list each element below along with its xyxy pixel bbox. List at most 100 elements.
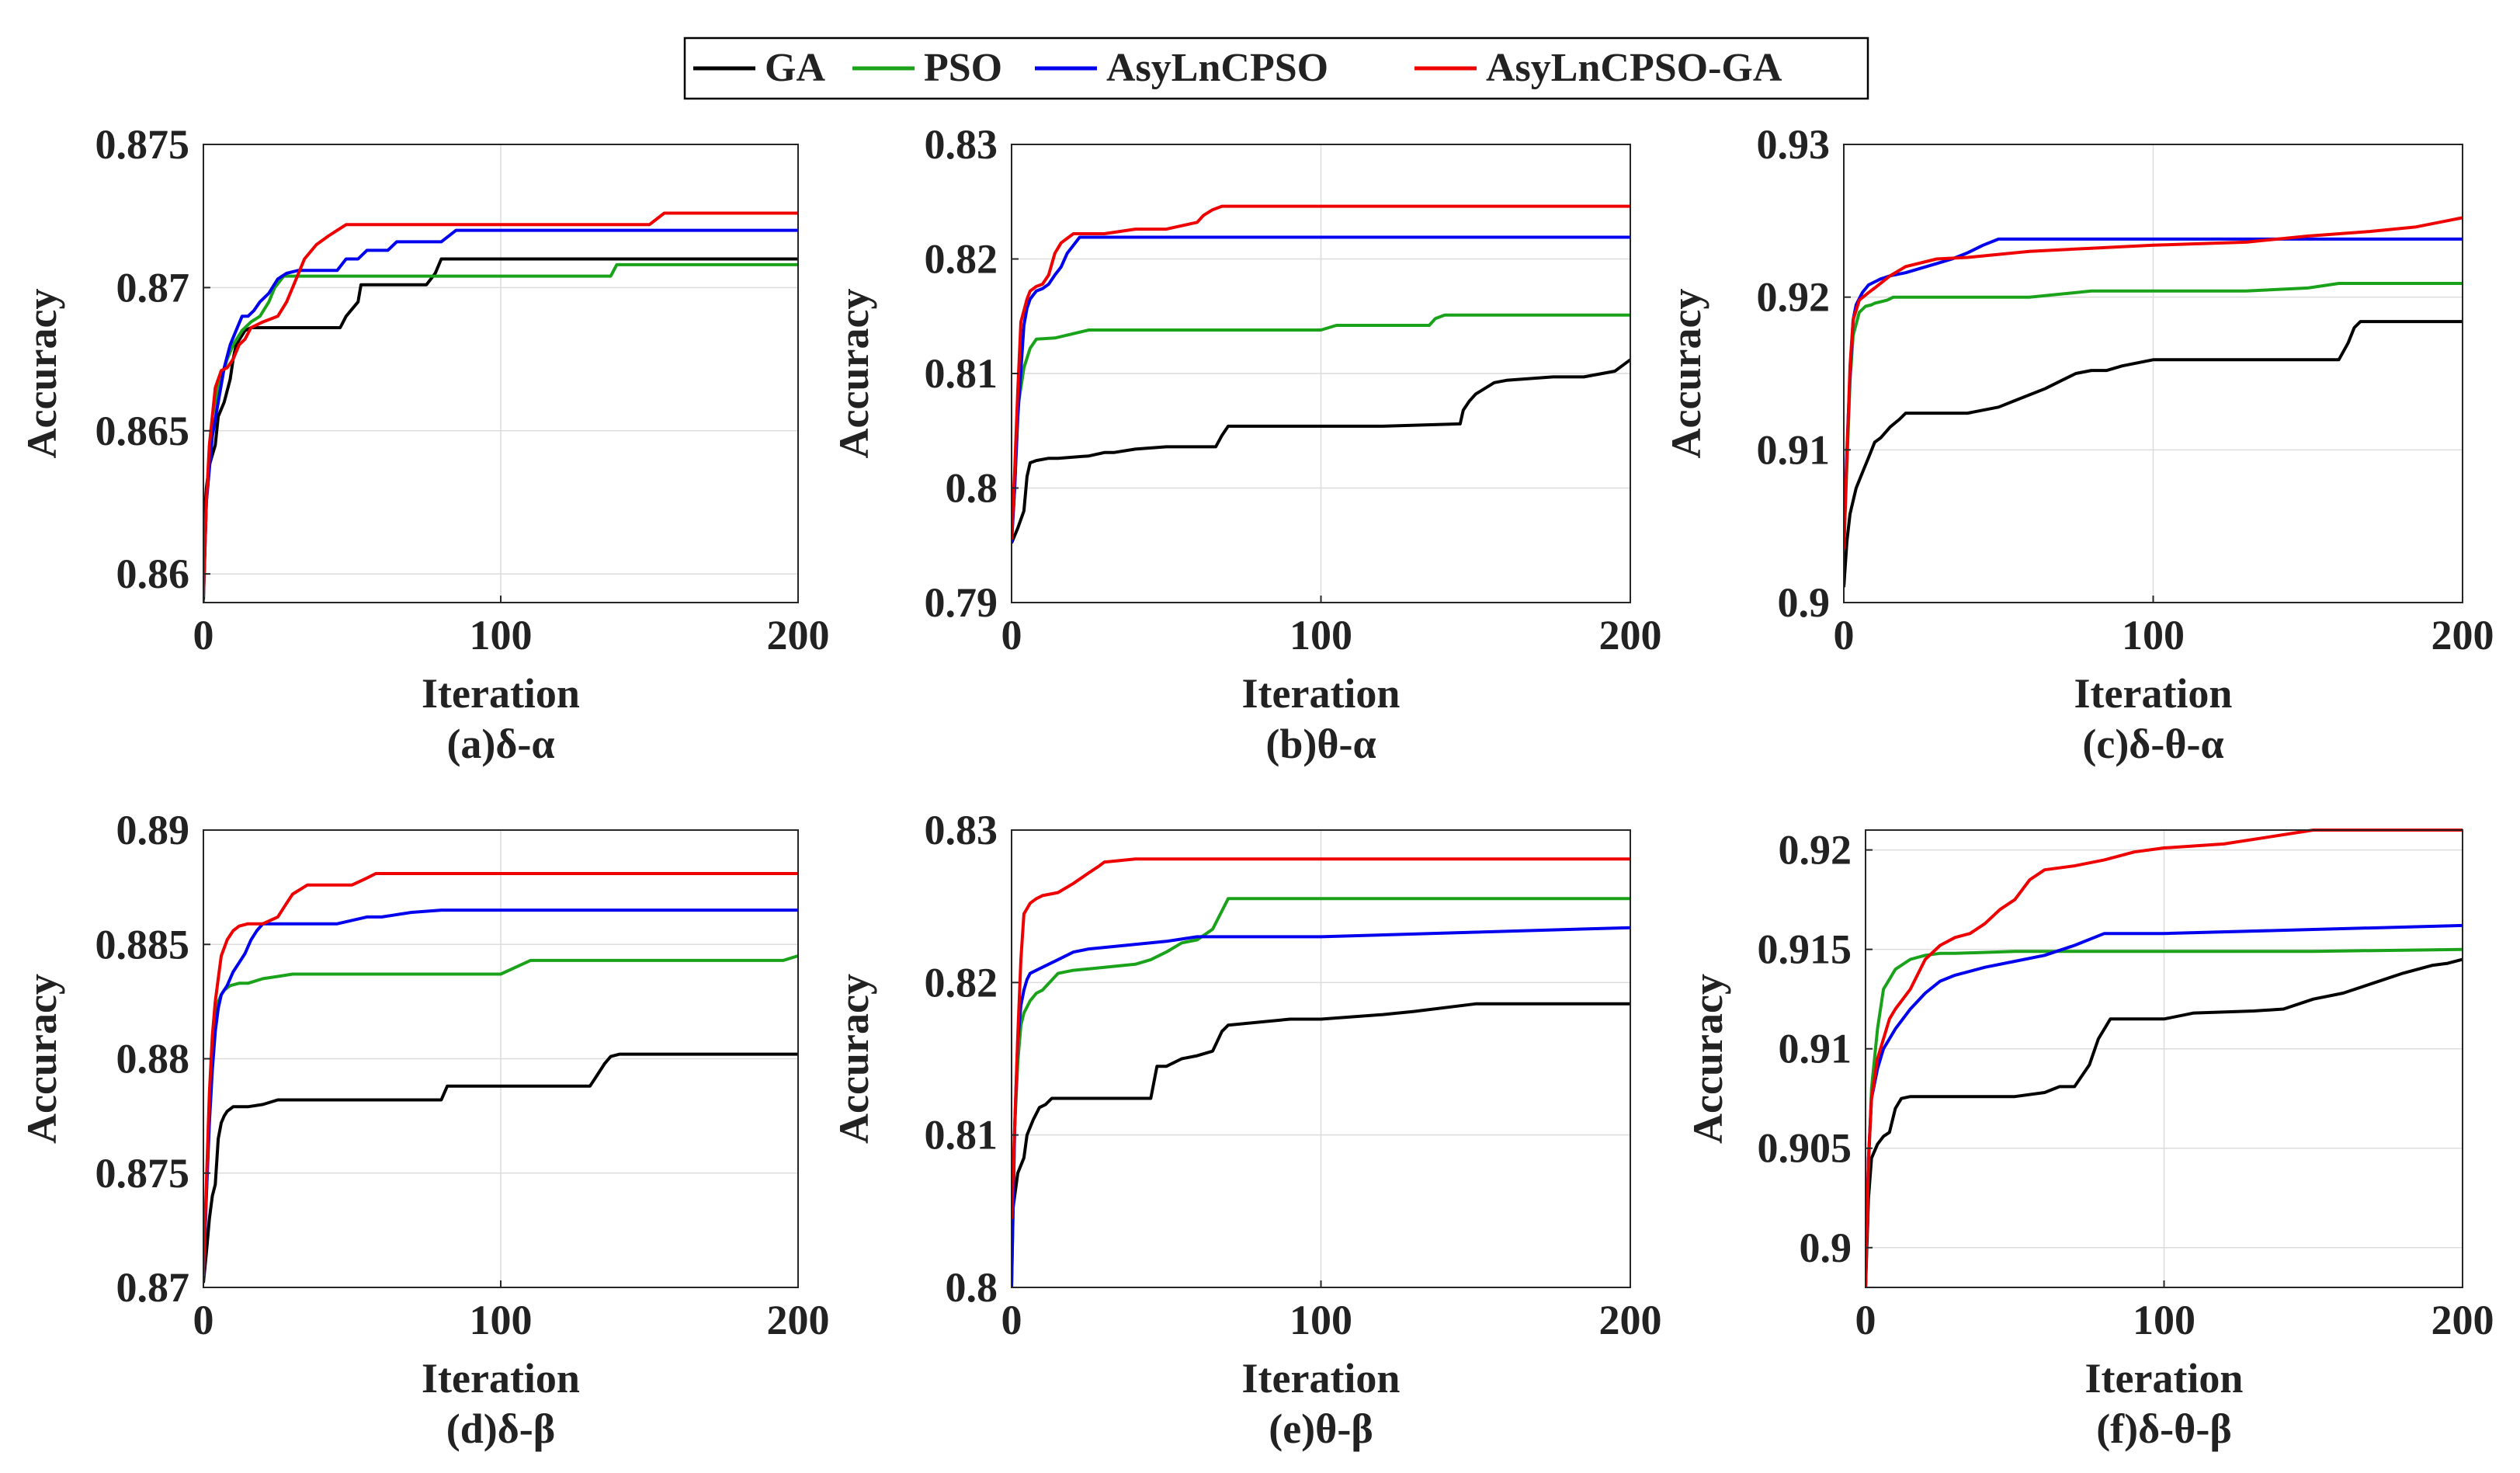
chart-panel-4: 0 100 200 0.87 0.875 0.88 0.885 0.89 Iteration(d… [19,807,830,1452]
series-line-pso [203,262,798,603]
y-tick-label: 0.86 [116,551,190,597]
y-tick-label: 0.89 [116,807,190,853]
y-tick-label: 0.8 [946,1264,998,1311]
y-tick-label: 0.915 [1758,926,1852,973]
series-group [1012,204,1630,544]
chart-panel-2: 0 100 200 0.79 0.8 0.81 0.82 0.83 Iteration(b)θ-… [831,121,1662,767]
y-tick-label: 0.88 [116,1036,190,1082]
chart-title: (d)δ-β [446,1405,555,1452]
x-tick-label: 100 [2133,1297,2195,1343]
legend: GA PSO AsyLnCPSO AsyLnCPSO-GA [683,36,1869,100]
series-line-ga [1844,320,2463,588]
y-axis-label: Accuracy [1663,289,1710,459]
chart-panel-6: 0 100 200 0.9 0.905 0.91 0.915 0.92 Iteration(f)… [1685,827,2494,1452]
y-tick-label: 0.8 [946,465,998,512]
x-axis-label: Iteration [2085,1355,2244,1402]
y-tick-label: 0.87 [116,264,190,311]
y-tick-label: 0.82 [925,959,998,1006]
x-tick-label: 0 [193,612,214,658]
x-tick-label: 0 [193,1297,214,1343]
x-tick-label: 100 [1290,1297,1352,1343]
y-tick-label: 0.9 [1800,1225,1852,1271]
series-line-ga [1012,1002,1630,1219]
series-line-asylncpso-ga [1844,216,2463,550]
y-axis-label: Accuracy [831,289,877,459]
x-tick-label: 200 [1599,612,1662,658]
y-tick-label: 0.885 [95,921,190,968]
series-line-ga [1012,358,1630,544]
series-group [203,872,798,1284]
series-group [1844,216,2463,588]
x-axis-label: Iteration [422,670,580,717]
x-axis-label: Iteration [1242,670,1401,717]
y-axis-label: Accuracy [1685,974,1731,1144]
legend-label-ga: GA [765,46,825,90]
y-axis-label: Accuracy [831,974,877,1144]
series-group [1012,857,1630,1288]
x-tick-label: 100 [470,1297,533,1343]
legend-label-asylncpso-ga: AsyLnCPSO-GA [1486,46,1782,90]
legend-entry-pso: PSO [852,46,1002,90]
x-tick-label: 200 [1599,1297,1662,1343]
chart-title: (c)δ-θ-α [2082,721,2223,767]
chart-panels: 0 100 2000.860.8650.870.875Iteration(a)δ-α… [19,121,2494,1452]
series-group [203,211,798,603]
y-tick-label: 0.865 [95,408,190,454]
series-line-pso [1844,282,2463,550]
series-group [1866,829,2463,1288]
y-tick-label: 0.875 [95,121,190,168]
y-tick-label: 0.83 [925,121,998,168]
y-tick-label: 0.83 [925,807,998,853]
x-tick-label: 200 [2431,612,2494,658]
series-line-asylncpso-ga [1012,204,1630,540]
chart-panel-1: 0 100 200 0.86 0.865 0.87 0.875 Iteration(a)δ-α… [19,121,830,767]
chart-title: (f)δ-θ-β [2096,1405,2232,1452]
x-axis-label: Iteration [1242,1355,1401,1402]
series-line-asylncpso-ga [1012,857,1630,1219]
series-line-asylncpso [203,228,798,600]
y-tick-label: 0.91 [1757,426,1831,473]
chart-title: (a)δ-α [446,721,554,767]
series-line-asylncpso [1012,235,1630,544]
y-tick-label: 0.92 [1757,274,1831,321]
series-line-pso [1012,897,1630,1288]
legend-entry-asylncpso: AsyLnCPSO [1035,46,1328,90]
y-axis-label: Accuracy [19,974,65,1144]
legend-label-pso: PSO [924,46,1002,90]
legend-entry-ga: GA [693,46,825,90]
x-tick-label: 100 [470,612,533,658]
chart-panel-3: 0 100 200 0.9 0.91 0.92 0.93 Iteration(c)δ-θ-α A… [1663,121,2494,767]
y-tick-label: 0.82 [925,236,998,283]
x-tick-label: 100 [2122,612,2185,658]
y-tick-label: 0.875 [95,1150,190,1197]
x-tick-label: 0 [1001,612,1022,658]
series-line-ga [203,257,798,537]
series-line-asylncpso-ga [203,211,798,597]
x-tick-label: 100 [1290,612,1352,658]
series-line-asylncpso-ga [203,872,798,1277]
y-tick-label: 0.79 [925,579,998,626]
legend-entry-asylncpso-ga: AsyLnCPSO-GA [1414,46,1782,90]
chart-panel-5: 0 100 200 0.8 0.81 0.82 0.83 Iteration(e)θ-β Acc… [831,807,1662,1452]
x-tick-label: 200 [767,1297,830,1343]
chart-title: (b)θ-α [1265,721,1376,767]
y-tick-label: 0.9 [1778,579,1831,626]
y-tick-label: 0.81 [925,1112,998,1159]
series-line-asylncpso [203,908,798,1281]
x-axis-label: Iteration [2074,670,2233,717]
y-tick-label: 0.92 [1779,827,1852,874]
y-tick-label: 0.93 [1757,121,1831,168]
chart-title: (e)θ-β [1269,1405,1373,1452]
y-tick-label: 0.87 [116,1264,190,1311]
x-tick-label: 0 [1001,1297,1022,1343]
y-tick-label: 0.91 [1779,1026,1852,1072]
y-axis-label: Accuracy [19,289,65,459]
y-tick-label: 0.905 [1758,1125,1852,1172]
legend-label-asylncpso: AsyLnCPSO [1106,46,1328,90]
series-line-ga [1866,957,2463,1288]
series-line-ga [203,1052,798,1284]
x-axis-label: Iteration [422,1355,580,1402]
x-tick-label: 200 [2431,1297,2494,1343]
series-line-asylncpso-ga [1866,829,2463,1288]
